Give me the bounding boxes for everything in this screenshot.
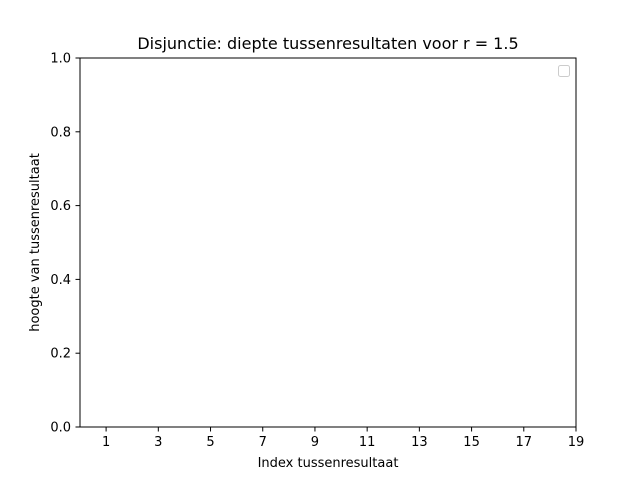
y-axis: 0.0 0.2 0.4 0.6 0.8 1.0 xyxy=(50,52,80,436)
x-tick-label: 3 xyxy=(154,435,162,450)
plot-area xyxy=(79,57,577,428)
x-tick-label: 13 xyxy=(411,435,428,450)
legend-box xyxy=(558,65,570,77)
x-axis-title: Index tussenresultaat xyxy=(258,456,399,471)
x-tick-label: 11 xyxy=(359,435,376,450)
y-tick-label: 1.0 xyxy=(50,52,71,67)
x-axis: 1 3 5 7 9 11 13 15 17 19 xyxy=(102,427,584,450)
chart-title: Disjunctie: diepte tussenresultaten voor… xyxy=(137,34,518,53)
x-tick-label: 1 xyxy=(102,435,110,450)
x-tick-label: 17 xyxy=(516,435,533,450)
x-tick-label: 9 xyxy=(311,435,319,450)
y-tick-label: 0.0 xyxy=(50,421,71,436)
x-tick-label: 19 xyxy=(568,435,585,450)
x-tick-label: 15 xyxy=(463,435,480,450)
y-axis-title: hoogte van tussenresultaat xyxy=(28,153,43,332)
x-tick-label: 5 xyxy=(206,435,214,450)
y-tick-label: 0.4 xyxy=(50,273,71,288)
x-tick-label: 7 xyxy=(259,435,267,450)
y-tick-label: 0.8 xyxy=(50,125,71,140)
y-tick-label: 0.6 xyxy=(50,199,71,214)
y-tick-label: 0.2 xyxy=(50,347,71,362)
